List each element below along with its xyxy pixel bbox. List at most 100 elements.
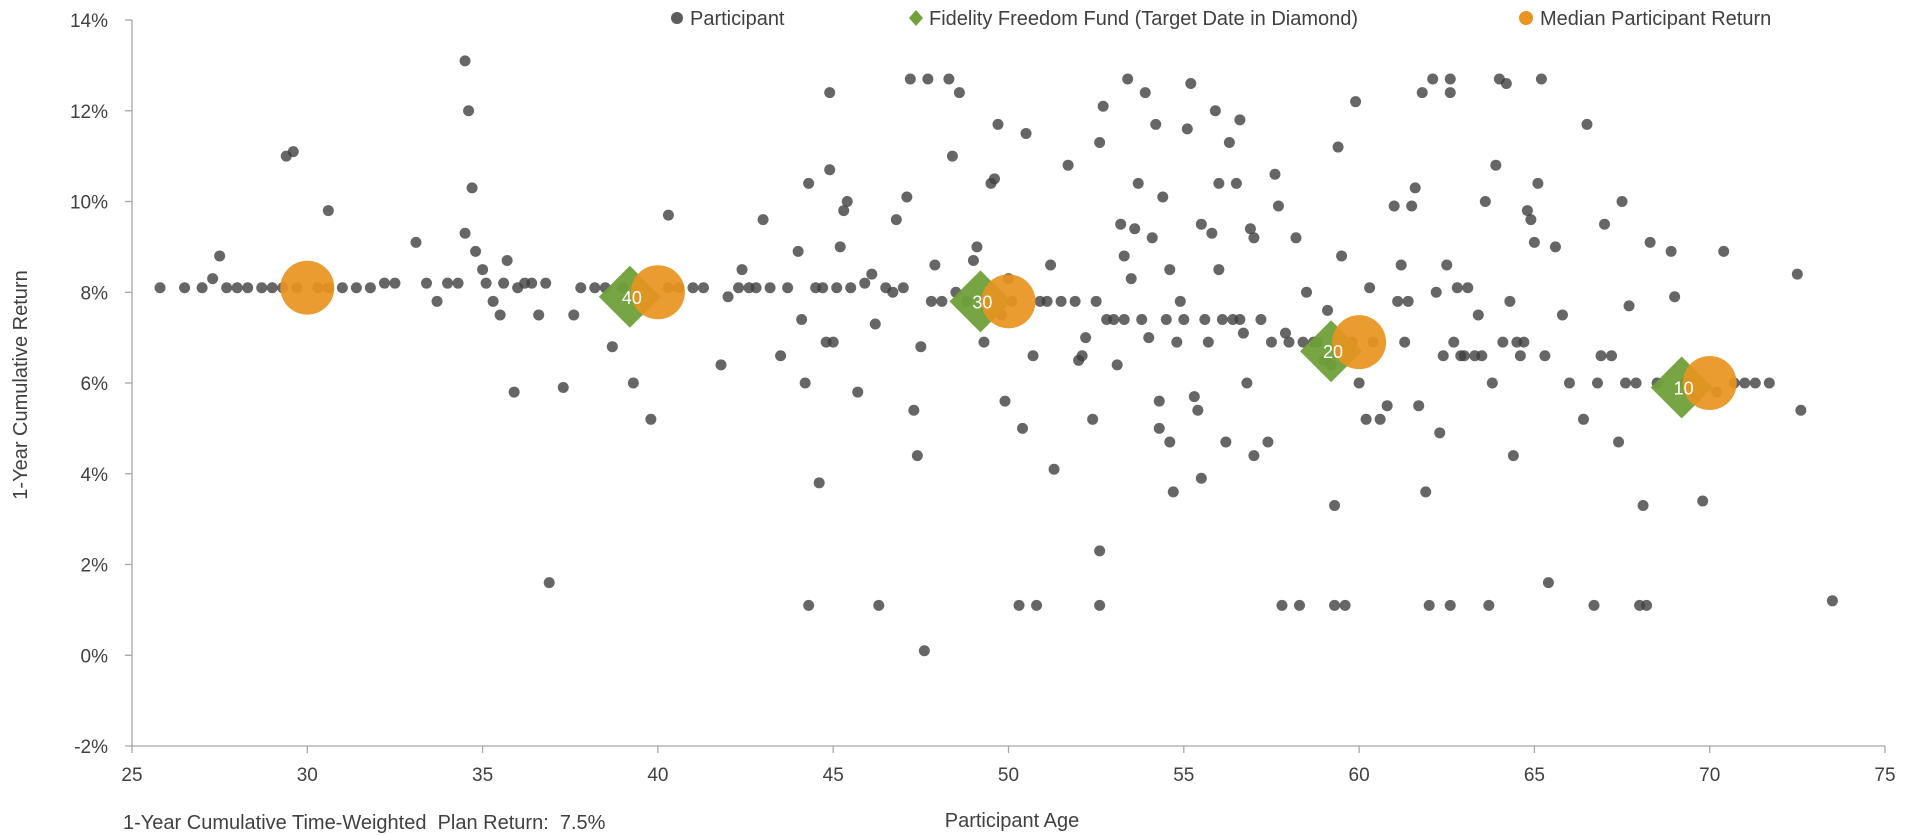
legend: Participant Fidelity Freedom Fund (Targe… (671, 8, 1771, 30)
participant-point (1669, 291, 1681, 303)
participant-point (817, 282, 829, 294)
participant-point (662, 209, 674, 221)
participant-point (196, 282, 208, 294)
x-tick-label: 65 (1524, 765, 1545, 786)
participant-point (911, 450, 923, 462)
participant-point (803, 177, 815, 189)
participant-point (568, 309, 580, 321)
participant-point (1143, 332, 1155, 344)
participant-point (1479, 196, 1491, 207)
participant-point (364, 282, 376, 294)
participant-point (999, 395, 1011, 407)
participant-point (1237, 327, 1249, 339)
participant-point (1427, 73, 1439, 85)
participant-point (1185, 78, 1197, 90)
participant-point (1476, 350, 1488, 362)
participant-point (501, 254, 513, 266)
participant-point (487, 295, 499, 307)
median-point (1682, 356, 1737, 410)
participant-point (1213, 264, 1225, 276)
participant-point (887, 286, 899, 298)
participant-point (1528, 236, 1540, 248)
participant-point (1525, 214, 1537, 226)
x-tick-label: 35 (472, 765, 493, 786)
participant-point (266, 282, 278, 294)
participant-point (978, 336, 990, 348)
participant-point (154, 282, 166, 294)
participant-point (207, 273, 219, 285)
participant-point (1420, 486, 1432, 498)
participant-point (214, 250, 226, 262)
participant-point (1507, 450, 1519, 462)
participant-point (1195, 218, 1207, 230)
participant-point (1595, 350, 1607, 362)
median-point (1332, 315, 1387, 370)
legend-median-label: Median Participant Return (1540, 8, 1771, 30)
legend-median-marker (1519, 11, 1533, 25)
participant-point (526, 277, 538, 289)
legend-fund-marker (909, 10, 923, 26)
participant-point (627, 377, 639, 389)
participant-point (1374, 413, 1386, 425)
participant-point (1216, 313, 1228, 325)
participant-point (1146, 232, 1158, 244)
y-tick-label: -2% (74, 737, 108, 758)
participant-point (1293, 599, 1305, 611)
participant-point (1392, 295, 1404, 307)
participant-point (1718, 245, 1730, 257)
participant-point (1118, 250, 1130, 262)
participant-point (915, 341, 927, 353)
participant-point (1297, 336, 1309, 348)
participant-point (1125, 273, 1137, 285)
participant-point (1665, 245, 1677, 257)
participant-point (1616, 196, 1628, 207)
participant-point (687, 282, 699, 294)
participant-point (1223, 137, 1235, 149)
participant-point (1118, 313, 1130, 325)
participant-point (1153, 422, 1165, 434)
participant-point (1556, 309, 1568, 321)
participant-point (1041, 295, 1053, 307)
participant-point (378, 277, 390, 289)
participant-point (1409, 182, 1421, 194)
participant-point (792, 245, 804, 257)
participant-point (1518, 336, 1530, 348)
participant-point (1111, 359, 1123, 371)
participant-point (1290, 232, 1302, 244)
participant-point (1167, 486, 1179, 498)
x-tick-label: 30 (297, 765, 318, 786)
participant-point (231, 282, 243, 294)
participant-point (1448, 336, 1460, 348)
participant-point (775, 350, 787, 362)
participant-point (1581, 118, 1593, 130)
participant-point (869, 318, 881, 330)
participant-point (1069, 295, 1081, 307)
participant-point (1136, 313, 1148, 325)
participant-point (799, 377, 811, 389)
participant-point (179, 282, 191, 294)
participant-point (1444, 73, 1456, 85)
participant-point (1276, 599, 1288, 611)
y-tick-label: 14% (70, 11, 108, 32)
participant-point (410, 236, 422, 248)
participant-point (1350, 96, 1362, 108)
participant-point (1230, 177, 1242, 189)
participant-point (1234, 114, 1246, 126)
x-tick-label: 60 (1349, 765, 1370, 786)
participant-point (1599, 218, 1611, 230)
participant-point (221, 282, 233, 294)
participant-point (645, 413, 657, 425)
participant-point (845, 282, 857, 294)
participant-point (873, 599, 885, 611)
participant-point (336, 282, 348, 294)
fund-target-date-label: 30 (972, 292, 992, 312)
participant-point (1199, 313, 1211, 325)
participant-point (1234, 313, 1246, 325)
y-tick-label: 12% (70, 102, 108, 123)
participant-point (992, 118, 1004, 130)
participant-point (697, 282, 709, 294)
participant-point (1486, 377, 1498, 389)
participant-point (1213, 177, 1225, 189)
participant-point (736, 264, 748, 276)
participant-point (715, 359, 727, 371)
